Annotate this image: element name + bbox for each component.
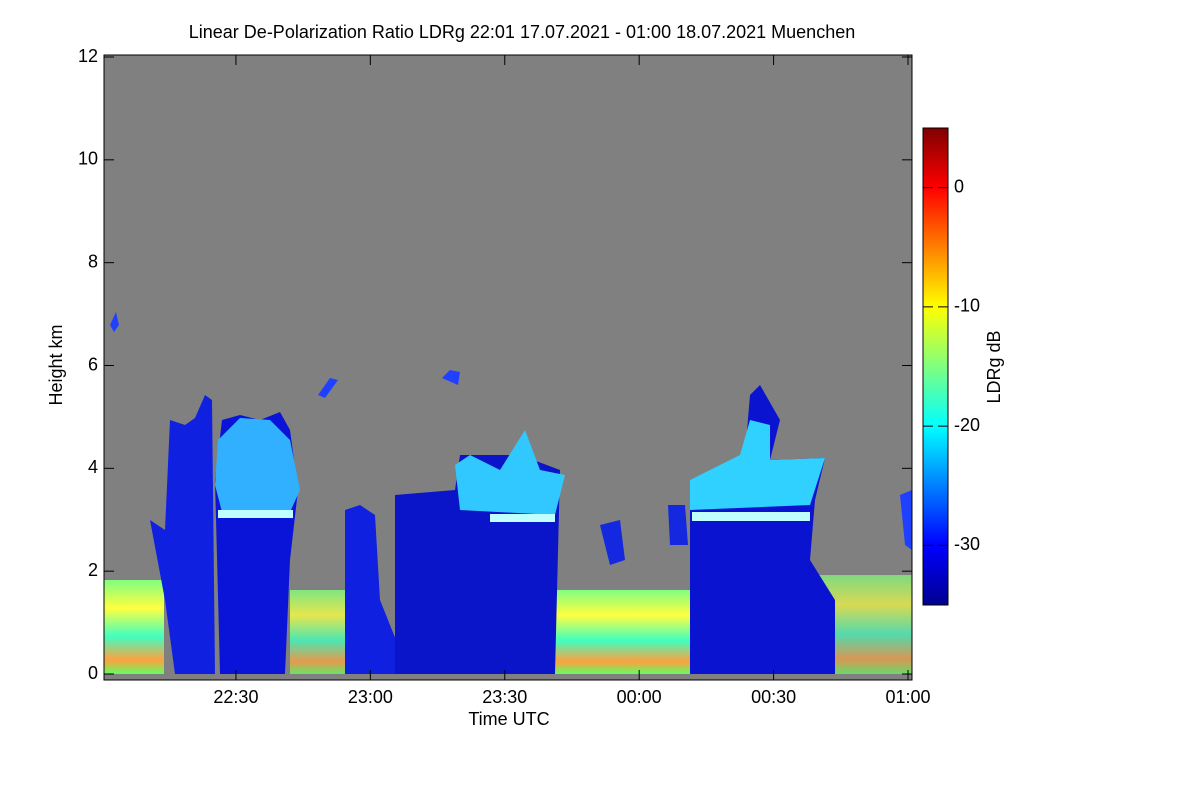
field: [104, 55, 912, 680]
y-tick-label: 0: [88, 663, 98, 683]
colorbar: [922, 127, 949, 606]
y-axis-label: Height km: [46, 324, 66, 405]
x-tick-label: 00:30: [751, 687, 796, 707]
x-tick-label: 00:00: [617, 687, 662, 707]
colorbar-tick-label: 0: [954, 176, 964, 196]
y-tick-label: 12: [78, 46, 98, 66]
colorbar-tick-label: -10: [954, 296, 980, 316]
x-tick-label: 23:30: [482, 687, 527, 707]
y-tick-label: 4: [88, 457, 98, 477]
plot-frame: [103, 54, 913, 681]
y-tick-label: 2: [88, 560, 98, 580]
y-tick-label: 8: [88, 251, 98, 271]
y-tick-label: 6: [88, 354, 98, 374]
x-axis-label: Time UTC: [468, 709, 549, 729]
x-tick-label: 22:30: [213, 687, 258, 707]
x-tick-label: 23:00: [348, 687, 393, 707]
x-tick-label: 01:00: [885, 687, 930, 707]
y-tick-label: 10: [78, 149, 98, 169]
chart-title: Linear De-Polarization Ratio LDRg 22:01 …: [189, 22, 855, 42]
colorbar-tick-label: -30: [954, 534, 980, 554]
colorbar-label: LDRg dB: [984, 330, 1004, 403]
colorbar-tick-label: -20: [954, 415, 980, 435]
